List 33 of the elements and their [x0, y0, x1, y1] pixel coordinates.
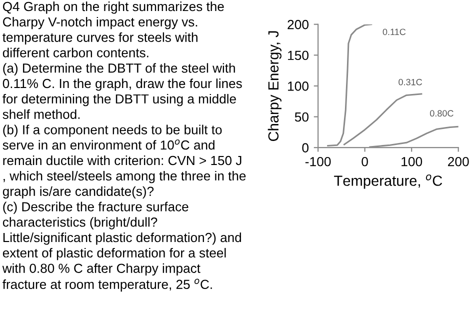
y-axis-title: Charpy Energy, J — [268, 31, 282, 142]
x-tick-label: 0 — [362, 156, 368, 166]
series-label: 0.11C — [382, 28, 406, 36]
text: Little/significant plastic deformation?) and — [3, 232, 242, 245]
text: graph is/are candidate(s)? — [2, 186, 154, 199]
text: (c) Describe the fracture surface — [3, 202, 188, 214]
y-tick-label: 200 — [288, 20, 309, 30]
text: fracture at room temperature, 25 $^{o}$C. — [2, 278, 212, 292]
series-label: 0.80C — [430, 110, 454, 117]
y-tick-label: 50 — [294, 112, 309, 122]
y-tick-label: 0 — [302, 143, 309, 152]
text: 0.11% C. In the graph, draw the four lines — [2, 78, 242, 91]
text: shelf method. — [2, 109, 80, 119]
series-label: 0.31C — [398, 78, 422, 86]
text: for determining the DBTT using a middle — [2, 94, 236, 106]
text: serve in an environment of 10$^{o}$C and — [2, 139, 214, 150]
x-tick-label: 100 — [402, 156, 422, 166]
y-tick-label: 150 — [288, 50, 309, 60]
text: extent of plastic deformation for a steel — [2, 248, 226, 260]
x-tick-label: -100 — [305, 156, 331, 166]
text: (b) If a component needs to be built to — [3, 124, 222, 137]
y-tick-label: 100 — [288, 82, 309, 91]
text: Charpy V-notch impact energy vs. — [3, 16, 198, 30]
text: Q4 Graph on the right summarizes the — [2, 2, 224, 14]
text: , which steel/steels among the three in the — [4, 170, 246, 184]
text: remain ductile with criterion: CVN > 150 J — [3, 156, 242, 166]
text: (a) Determine the DBTT of the steel with — [3, 63, 235, 76]
text: with 0.80 % C after Charpy impact — [2, 263, 200, 276]
text: characteristics (bright/dull? — [2, 217, 158, 230]
x-tick-label: 200 — [448, 156, 469, 166]
text: temperature curves for steels with — [2, 32, 198, 45]
x-axis-title: Temperature, $^{o}$C — [334, 174, 442, 189]
text: different carbon contents. — [2, 48, 148, 58]
